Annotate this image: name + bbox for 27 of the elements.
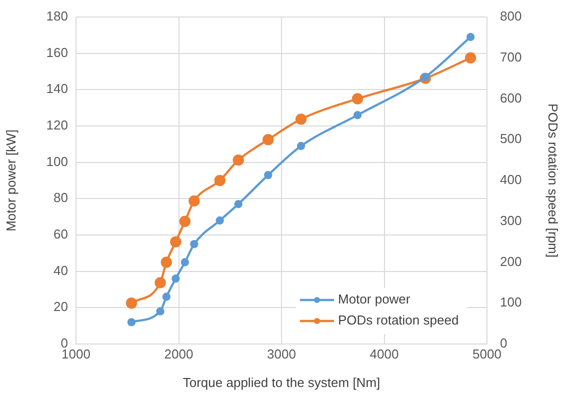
y-tick-label: 40	[54, 262, 68, 278]
y-tick-label: 80	[54, 190, 68, 206]
x-tick-label: 3000	[267, 346, 296, 362]
y-tick-label: 20	[54, 299, 68, 314]
legend-label: PODs rotation speed	[338, 312, 459, 328]
y-tick-label: 160	[46, 44, 68, 60]
y2-tick-label: 700	[500, 49, 522, 64]
y2-tick-label: 200	[500, 254, 522, 269]
y-tick-label: 140	[46, 81, 68, 96]
x-axis-title: Torque applied to the system [Nm]	[182, 374, 380, 390]
y-tick-label: 180	[46, 8, 68, 24]
legend-label: Motor power	[338, 292, 411, 307]
x-tick-label: 5000	[472, 346, 502, 362]
y2-tick-label: 300	[500, 212, 522, 228]
y2-axis-title: PODs rotation speed [rpm]	[546, 104, 561, 258]
y-axis-title: Motor power [kW]	[3, 130, 18, 232]
y-tick-label: 60	[54, 226, 68, 242]
y-tick-label: 120	[46, 118, 68, 133]
y2-tick-label: 800	[500, 8, 522, 24]
y2-tick-label: 0	[500, 336, 508, 351]
y2-tick-label: 400	[500, 172, 522, 188]
y2-tick-label: 600	[500, 90, 522, 106]
x-tick-label: 2000	[164, 346, 194, 362]
y-tick-label: 100	[46, 154, 68, 169]
y2-tick-label: 100	[500, 294, 522, 310]
y2-tick-label: 500	[500, 131, 522, 146]
x-tick-label: 4000	[370, 346, 399, 362]
